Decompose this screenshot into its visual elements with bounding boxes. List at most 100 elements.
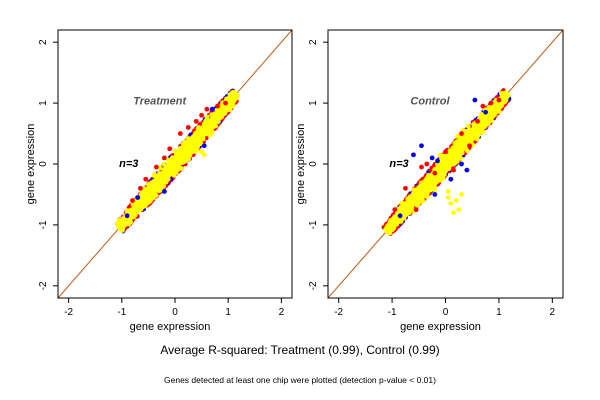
data-point [432,170,438,176]
cloud-point [438,165,444,171]
cloud-point [383,226,389,232]
cloud-point [165,157,171,163]
cloud-point [194,135,200,141]
cloud-point [159,174,164,180]
cloud-point [491,106,497,112]
data-point [135,195,141,200]
y-tick-label: 2 [308,39,319,45]
panel-title: Treatment [133,95,187,107]
data-point [435,158,440,164]
cloud-point [440,175,446,181]
cloud-point [198,129,204,135]
cloud-point [193,130,199,136]
sample-count-label: n=3 [389,158,408,170]
cloud-point [464,148,470,154]
data-point [459,131,464,136]
data-point [397,213,403,219]
data-point [424,161,430,167]
cloud-point [129,207,134,213]
data-point [419,164,424,170]
cloud-point [186,156,192,162]
cloud-point [442,159,448,165]
data-point [161,155,167,161]
cloud-point [484,117,490,123]
y-tick-label: 0 [38,161,49,167]
data-point [459,161,464,167]
cloud-point [494,102,500,108]
outlier-series [199,149,207,158]
y-tick-label: 1 [38,100,49,106]
cloud-point [170,156,176,162]
data-point [480,103,486,109]
x-tick-label: 2 [279,307,285,318]
cloud-point [454,158,460,164]
data-point [161,189,167,194]
data-point [124,213,130,219]
detection-footnote: Genes detected at least one chip were pl… [164,375,436,385]
data-point [177,131,183,136]
data-point [445,189,451,194]
cloud-point [114,220,120,226]
cloud-point [224,106,229,112]
cloud-point [157,165,163,171]
data-point [451,210,456,216]
cloud-point [152,173,158,179]
cloud-point [203,118,209,124]
x-tick-label: -2 [334,307,343,318]
cloud-point [409,206,415,212]
cloud-point [185,140,191,146]
cloud-point [183,147,189,153]
data-point [453,198,459,203]
cloud-point [179,145,184,151]
x-tick-label: -1 [388,307,397,318]
cloud-point [474,136,480,142]
x-tick-label: 1 [496,307,502,318]
cloud-point [145,191,151,197]
data-point [488,100,494,106]
average-r-squared-caption: Average R-squared: Treatment (0.99), Con… [160,343,440,357]
treatment-panel: -2 -1 0 1 2 -2 -1 0 1 2 gene expression gene expres… [25,29,293,333]
cloud-point [144,199,150,204]
outlier-series [130,100,228,203]
cloud-point [165,176,170,182]
data-point [215,103,220,109]
data-point [413,207,419,213]
cloud-point [405,197,411,203]
data-point [403,185,408,191]
cloud-point [159,181,165,186]
cloud-point [391,216,396,222]
cloud-point [179,166,185,171]
cloud-point [188,143,194,149]
cloud-point [419,197,424,202]
cloud-point [228,100,234,106]
y-tick-label: 0 [308,161,319,167]
data-point [201,152,207,158]
cloud-point [206,123,211,129]
cloud-point [443,168,449,174]
cloud-point [234,92,240,98]
cloud-point [465,123,471,129]
x-axis-label: gene expression [130,321,211,333]
x-tick-label: 0 [443,307,449,318]
data-point [464,167,470,173]
x-tick-label: 1 [225,307,231,318]
y-axis-label: gene expression [295,124,307,205]
cloud-point [210,112,216,118]
cloud-point [172,164,177,170]
cloud-point [415,202,421,207]
cloud-point [411,193,417,199]
data-point [201,143,207,149]
data-point [496,97,502,103]
cloud-point [167,166,173,172]
cloud-point [218,114,224,120]
data-point [475,118,480,124]
cloud-point [136,207,142,213]
cloud-point [425,190,430,196]
y-tick-label: -1 [38,220,49,229]
cloud-point [434,176,440,182]
cloud-point [457,140,463,145]
cloud-point [161,161,166,167]
data-point [153,164,159,170]
cloud-point [208,120,213,125]
data-point [204,106,210,112]
